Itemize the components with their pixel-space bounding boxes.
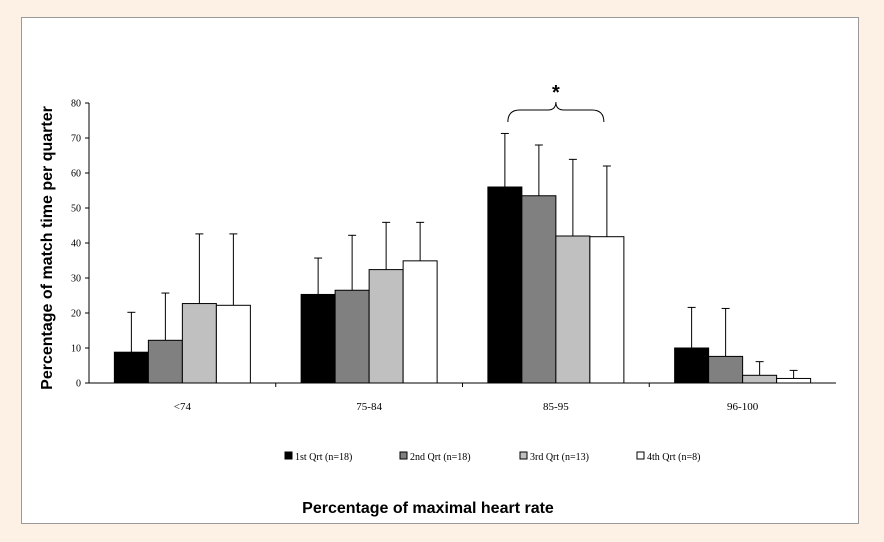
legend-label: 2nd Qrt (n=18)	[410, 452, 471, 463]
bar	[742, 374, 778, 384]
significance-bracket	[507, 101, 605, 123]
legend-label: 1st Qrt (n=18)	[295, 452, 352, 463]
bar	[147, 339, 183, 384]
x-category-label: 85-95	[543, 401, 569, 413]
bar	[776, 377, 812, 384]
significance-star: *	[552, 82, 560, 104]
bar	[113, 351, 149, 384]
legend-swatch	[284, 451, 293, 460]
y-tick-label: 50	[71, 204, 81, 215]
bar	[181, 303, 217, 384]
x-axis-title: Percentage of maximal heart rate	[302, 500, 554, 517]
legend-swatch	[519, 451, 528, 460]
legend-swatch	[636, 451, 645, 460]
y-axis-ticks: 0 10 20 30 40 50 60 70 80	[71, 99, 89, 390]
y-axis-title: Percentage of match time per quarter	[39, 106, 56, 390]
legend-swatch	[399, 451, 408, 460]
bar	[300, 293, 336, 384]
y-tick-label: 80	[71, 99, 81, 110]
bar	[555, 235, 591, 384]
axes-group	[88, 103, 836, 387]
bar	[334, 289, 370, 384]
y-tick-label: 70	[71, 134, 81, 145]
legend-label: 4th Qrt (n=8)	[647, 452, 700, 463]
legend-label: 3rd Qrt (n=13)	[530, 452, 589, 463]
bar	[521, 195, 557, 384]
y-tick-label: 60	[71, 169, 81, 180]
x-category-label: 96-100	[727, 401, 759, 413]
y-tick-label: 10	[71, 344, 81, 355]
x-category-label: <74	[174, 401, 192, 413]
bar	[402, 260, 438, 384]
bar	[708, 355, 744, 384]
bars-group	[113, 186, 812, 384]
bar	[674, 347, 710, 384]
y-tick-label: 30	[71, 274, 81, 285]
y-tick-label: 20	[71, 309, 81, 320]
bar	[368, 269, 404, 384]
error-bars-group	[127, 132, 798, 379]
bar	[589, 236, 625, 384]
legend: 1st Qrt (n=18) 2nd Qrt (n=18) 3rd Qrt (n=1…	[284, 451, 700, 463]
x-category-label: 75-84	[356, 401, 382, 413]
y-tick-label: 40	[71, 239, 81, 250]
bar	[215, 304, 251, 384]
chart-frame	[21, 17, 859, 524]
y-tick-label: 0	[76, 379, 81, 390]
annotation-group: *	[507, 82, 605, 123]
bar	[487, 186, 523, 384]
category-labels: <74 75-84 85-95 96-100	[174, 401, 759, 413]
